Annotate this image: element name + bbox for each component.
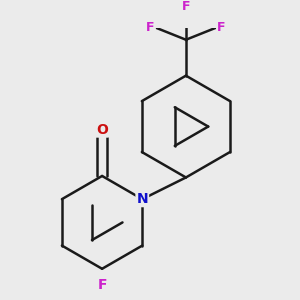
Text: N: N <box>136 192 148 206</box>
Text: O: O <box>96 123 108 136</box>
Text: F: F <box>146 21 155 34</box>
Text: F: F <box>217 21 226 34</box>
Text: F: F <box>97 278 107 292</box>
Text: F: F <box>182 0 190 13</box>
